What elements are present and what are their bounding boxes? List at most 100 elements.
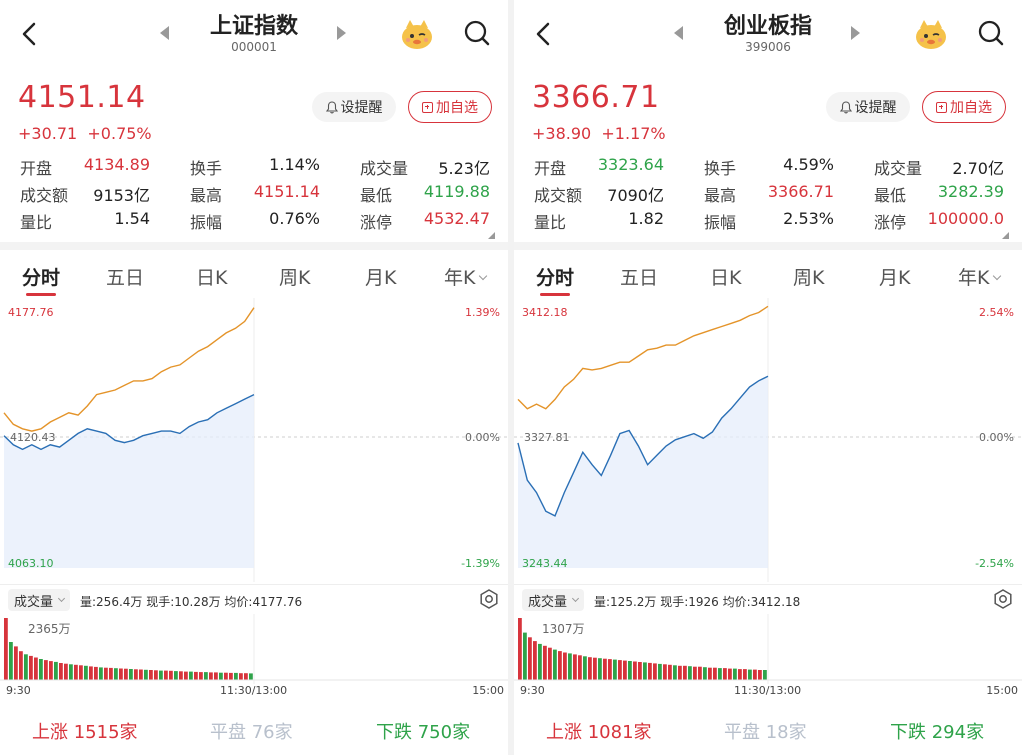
back-arrow-icon[interactable] xyxy=(14,16,46,52)
tab-monthly-k[interactable]: 月K xyxy=(879,263,910,290)
volume-bar xyxy=(219,672,223,680)
volume-indicator-select[interactable]: 成交量 xyxy=(8,589,71,611)
volume-bar xyxy=(548,647,552,680)
stat-item: 开盘 3323.64 xyxy=(534,155,664,178)
volume-bar xyxy=(19,651,23,680)
tab-yearly-k[interactable]: 年K xyxy=(958,263,1002,290)
mascot-icon[interactable] xyxy=(398,14,436,52)
series-area-fill xyxy=(4,394,254,568)
volume-bar xyxy=(583,656,587,680)
stat-label: 成交量 xyxy=(360,159,409,178)
axis-low-pct: -2.54% xyxy=(975,557,1014,570)
breadth-flat: 平盘 76家 xyxy=(210,718,293,744)
volume-indicator-select[interactable]: 成交量 xyxy=(522,589,585,611)
stat-value: 4532.47 xyxy=(423,209,490,228)
stock-panel-right: 创业板指 399006 3366.71 +38.90 +1.17% 设提醒 加自… xyxy=(514,0,1022,755)
stat-value: 1.54 xyxy=(114,209,150,228)
tab-weekly-k[interactable]: 周K xyxy=(279,263,310,290)
settings-gear-icon[interactable] xyxy=(478,588,500,610)
volume-bar xyxy=(533,641,537,680)
stat-value: 4119.88 xyxy=(423,182,490,201)
stock-code: 000001 xyxy=(231,40,277,54)
volume-bar xyxy=(4,618,8,680)
tab-weekly-k[interactable]: 周K xyxy=(793,263,824,290)
volume-bar xyxy=(174,671,178,680)
volume-bar xyxy=(79,665,83,680)
tab-intraday[interactable]: 分时 xyxy=(536,263,574,290)
tab-5day[interactable]: 五日 xyxy=(620,263,658,290)
section-divider xyxy=(514,242,1022,250)
active-tab-underline xyxy=(26,293,56,296)
axis-high-price: 4177.76 xyxy=(8,306,54,319)
volume-bar xyxy=(29,655,33,680)
prev-stock-icon[interactable] xyxy=(160,26,169,40)
volume-bar xyxy=(234,672,238,680)
intraday-chart[interactable] xyxy=(514,298,1022,582)
tab-monthly-k[interactable]: 月K xyxy=(365,263,396,290)
breadth-down: 下跌 294家 xyxy=(890,718,984,744)
search-icon[interactable] xyxy=(976,18,1006,48)
mascot-icon[interactable] xyxy=(912,14,950,52)
axis-base-price: 4120.43 xyxy=(10,431,56,444)
search-icon[interactable] xyxy=(462,18,492,48)
next-stock-icon[interactable] xyxy=(851,26,860,40)
intraday-chart[interactable] xyxy=(0,298,508,582)
stat-label: 涨停 xyxy=(360,213,393,232)
volume-bar xyxy=(753,669,757,680)
volume-bar xyxy=(209,672,213,680)
add-watchlist-button[interactable]: 加自选 xyxy=(408,91,492,123)
volume-bar xyxy=(119,668,123,680)
stat-label: 量比 xyxy=(534,213,567,232)
volume-bar xyxy=(618,660,622,680)
tab-daily-k[interactable]: 日K xyxy=(196,263,227,290)
volume-bar xyxy=(74,664,78,680)
set-alert-label: 设提醒 xyxy=(854,100,897,116)
volume-bar xyxy=(229,672,233,680)
back-arrow-icon[interactable] xyxy=(528,16,560,52)
stat-label: 振幅 xyxy=(190,213,223,232)
set-alert-label: 设提醒 xyxy=(340,100,383,116)
tab-daily-k[interactable]: 日K xyxy=(710,263,741,290)
volume-bar xyxy=(169,670,173,680)
time-mid: 11:30/13:00 xyxy=(734,684,802,697)
volume-bar xyxy=(588,657,592,680)
volume-bar xyxy=(578,655,582,680)
volume-bar xyxy=(713,667,717,680)
add-watchlist-button[interactable]: 加自选 xyxy=(922,91,1006,123)
volume-chart[interactable] xyxy=(514,614,1022,684)
stat-value: 2.53% xyxy=(783,209,834,228)
change-amount: +30.71 xyxy=(18,124,78,143)
volume-bar xyxy=(124,668,128,680)
tab-5day[interactable]: 五日 xyxy=(106,263,144,290)
set-alert-button[interactable]: 设提醒 xyxy=(826,92,910,122)
bell-icon xyxy=(839,100,852,113)
volume-bar xyxy=(34,657,38,680)
series-line-1 xyxy=(3,307,255,432)
tab-intraday[interactable]: 分时 xyxy=(22,263,60,290)
prev-stock-icon[interactable] xyxy=(674,26,683,40)
volume-bar xyxy=(658,663,662,680)
stat-label: 涨停 xyxy=(874,213,907,232)
expand-corner-icon[interactable] xyxy=(488,232,495,239)
expand-corner-icon[interactable] xyxy=(1002,232,1009,239)
tab-label: 周K xyxy=(279,267,311,289)
volume-bar xyxy=(244,673,248,680)
volume-bar xyxy=(139,669,143,680)
volume-chart[interactable] xyxy=(0,614,508,684)
breadth-down-count: 750家 xyxy=(417,722,471,743)
change-percent: +1.17% xyxy=(601,124,666,143)
settings-gear-icon[interactable] xyxy=(992,588,1014,610)
next-stock-icon[interactable] xyxy=(337,26,346,40)
stat-value: 7090亿 xyxy=(607,186,664,205)
volume-bar xyxy=(49,661,53,680)
breadth-up-label: 上涨 xyxy=(32,722,68,743)
volume-bar xyxy=(89,666,93,680)
volume-bar xyxy=(643,662,647,680)
stat-value: 3323.64 xyxy=(597,155,664,174)
volume-bar xyxy=(678,665,682,680)
tab-yearly-k[interactable]: 年K xyxy=(444,263,488,290)
set-alert-button[interactable]: 设提醒 xyxy=(312,92,396,122)
volume-bar xyxy=(688,666,692,680)
series-line-2 xyxy=(517,375,769,517)
section-divider xyxy=(0,242,508,250)
